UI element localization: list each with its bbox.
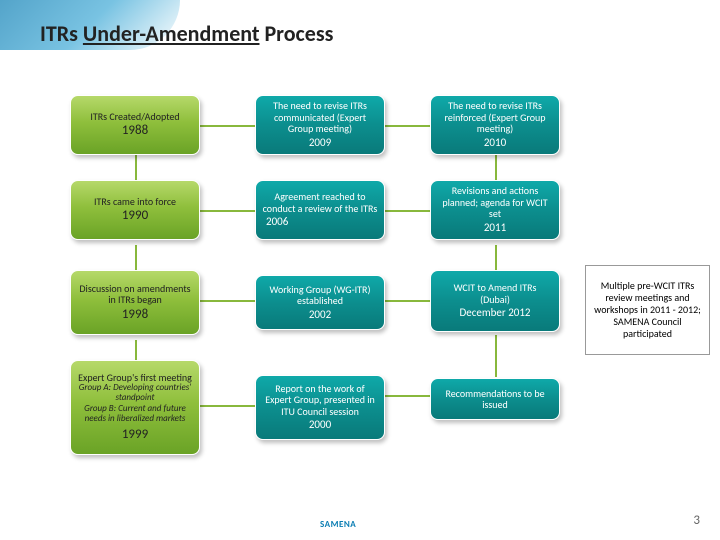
sidebar-note: Multiple pre-WCIT ITRs review meetings a… [585, 265, 710, 355]
box-year: 2011 [437, 222, 553, 235]
box-text: Recommendations to be issued [437, 388, 553, 411]
box-year: 1999 [77, 428, 193, 443]
box-2010: The need to revise ITRs reinforced (Expe… [430, 95, 560, 155]
box-text: Agreement reached to conduct a review of… [262, 191, 378, 214]
box-text: Report on the work of Expert Group, pres… [262, 383, 378, 418]
box-text: Working Group (WG-ITR) established [262, 284, 378, 307]
connector [385, 210, 430, 212]
box-1998: Discussion on amendments in ITRs began 1… [70, 270, 200, 335]
box-1990: ITRs came into force 1990 [70, 180, 200, 240]
box-2006: Agreement reached to conduct a review of… [255, 180, 385, 240]
connector [135, 245, 137, 270]
box-year: 2009 [262, 137, 378, 150]
box-2000: Report on the work of Expert Group, pres… [255, 375, 385, 440]
box-subtext-a: Group A: Developing countries' standpoin… [77, 383, 193, 404]
connector [200, 210, 255, 212]
connector [200, 125, 255, 127]
connector [200, 405, 255, 407]
box-text: The need to revise ITRs reinforced (Expe… [437, 100, 553, 135]
box-text: WCIT to Amend ITRs [437, 282, 553, 294]
box-text: ITRs came into force [77, 196, 193, 208]
box-year: 1990 [77, 209, 193, 224]
box-year: 2000 [262, 419, 378, 432]
box-recommendations: Recommendations to be issued [430, 378, 560, 420]
box-2012: WCIT to Amend ITRs (Dubai) December 2012 [430, 270, 560, 332]
box-year: 2010 [437, 137, 553, 150]
title-underlined: Under-Amendment [83, 20, 260, 47]
box-year: 2006 [266, 216, 378, 229]
connector [385, 300, 430, 302]
slide-title: ITRs Under-Amendment Process [40, 20, 333, 47]
box-1988: ITRs Created/Adopted 1988 [70, 95, 200, 155]
connector [495, 155, 497, 180]
connector [135, 155, 137, 180]
sidebar-text: Multiple pre-WCIT ITRs review meetings a… [594, 280, 701, 340]
box-text: Revisions and actions planned; agenda fo… [437, 185, 553, 220]
box-text: The need to revise ITRs communicated (Ex… [262, 100, 378, 135]
box-2002: Working Group (WG-ITR) established 2002 [255, 275, 385, 330]
box-subtext: (Dubai) [437, 294, 553, 306]
samena-logo: SAMENA [320, 519, 356, 530]
box-2009: The need to revise ITRs communicated (Ex… [255, 95, 385, 155]
box-year: 1998 [77, 308, 193, 323]
box-year: December 2012 [437, 307, 553, 320]
box-subtext-b: Group B: Current and future needs in lib… [77, 404, 193, 425]
logo-text: SAMENA [320, 519, 356, 530]
connector [495, 335, 497, 377]
page-number: 3 [693, 513, 700, 528]
connector [200, 300, 255, 302]
box-text: Discussion on amendments in ITRs began [77, 283, 193, 306]
box-1999: Expert Group's first meeting Group A: De… [70, 360, 200, 455]
box-year: 1988 [77, 124, 193, 139]
connector [495, 245, 497, 270]
title-suffix: Process [260, 20, 334, 47]
title-prefix: ITRs [40, 20, 83, 47]
box-text: ITRs Created/Adopted [77, 111, 193, 123]
box-year: 2002 [262, 309, 378, 322]
box-2011: Revisions and actions planned; agenda fo… [430, 180, 560, 240]
connector [385, 125, 430, 127]
connector [385, 395, 430, 397]
